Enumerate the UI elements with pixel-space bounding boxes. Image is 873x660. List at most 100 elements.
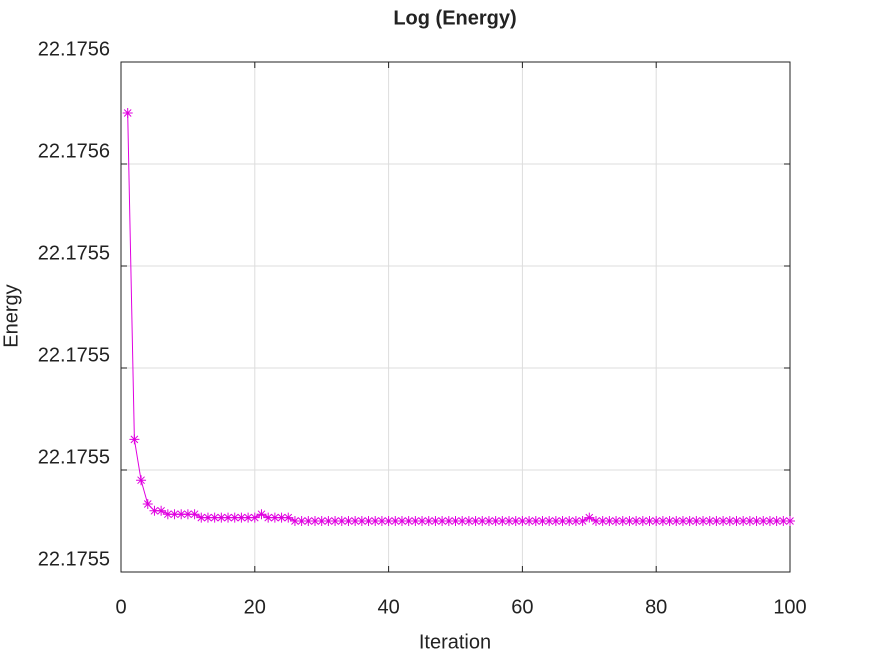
marker [249,512,260,523]
marker [209,512,220,523]
marker [524,516,535,526]
marker [470,516,481,526]
marker [590,516,601,526]
marker [189,509,200,520]
marker [182,509,193,520]
marker [216,512,227,523]
marker [356,516,367,526]
marker [437,516,448,526]
y-tick-label: 22.1755 [38,242,110,264]
marker [577,516,588,526]
marker [403,516,414,526]
marker [671,516,682,526]
marker [256,509,267,520]
marker [724,516,735,526]
marker [202,512,213,523]
marker [350,516,361,526]
y-tick-label: 22.1756 [38,38,110,60]
marker [751,516,762,526]
x-axis-label: Iteration [419,631,491,653]
marker [510,516,521,526]
x-tick-label: 0 [115,596,126,618]
marker [664,516,675,526]
marker [303,516,314,526]
marker [758,516,769,526]
marker [698,516,709,526]
y-axis-label: Energy [0,284,22,347]
plot-frame [120,61,791,573]
marker [316,516,327,526]
marker [631,516,642,526]
marker [142,499,153,509]
marker [677,516,688,526]
marker [383,516,394,526]
marker [276,512,287,523]
marker [651,516,662,526]
marker [363,516,374,526]
marker [738,516,749,526]
marker [443,516,454,526]
marker [169,509,180,520]
marker [497,516,508,526]
marker [330,516,341,526]
marker [637,516,648,526]
marker [176,509,187,520]
y-tick-label: 22.1755 [38,344,110,366]
marker [417,516,428,526]
marker [122,108,133,118]
marker [430,516,441,526]
marker [550,516,561,526]
marker [731,516,742,526]
marker [517,516,528,526]
marker [530,516,541,526]
marker [644,516,655,526]
x-tick-label: 100 [773,596,806,618]
marker [611,516,622,526]
marker [410,516,421,526]
marker [229,512,240,523]
marker [584,512,595,523]
marker [785,516,795,526]
marker [149,505,160,516]
marker [778,516,789,526]
marker [283,512,294,523]
marker [624,516,635,526]
y-tick-label: 22.1755 [38,446,110,468]
x-tick-label: 20 [244,596,266,618]
x-tick-label: 80 [645,596,667,618]
marker [370,516,381,526]
marker [289,516,300,526]
marker [263,512,274,523]
marker [711,516,722,526]
marker [544,516,555,526]
marker [156,505,167,516]
marker [162,509,173,520]
marker [684,516,695,526]
marker [243,512,254,523]
y-tick-label: 22.1755 [38,548,110,570]
marker [537,516,548,526]
marker [376,516,387,526]
marker [490,516,501,526]
marker [450,516,461,526]
marker [423,516,434,526]
marker [744,516,755,526]
marker [396,516,407,526]
marker [691,516,702,526]
marker [457,516,468,526]
y-tick-label: 22.1756 [38,140,110,162]
marker [136,475,147,486]
marker [390,516,401,526]
marker [771,516,782,526]
marker [323,516,334,526]
marker [557,516,568,526]
x-tick-label: 60 [511,596,533,618]
marker [764,516,775,526]
marker [236,512,247,523]
marker [336,516,347,526]
marker [477,516,488,526]
marker [604,516,615,526]
marker [343,516,354,526]
